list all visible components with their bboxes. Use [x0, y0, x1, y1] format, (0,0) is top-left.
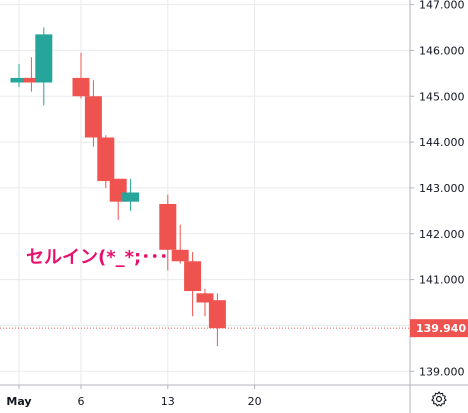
y-tick-label: 142.000 — [419, 228, 465, 241]
annotation-text: セルイン(*_*;･･･ — [26, 247, 168, 268]
x-tick-label: May — [6, 395, 31, 408]
candle-body — [84, 96, 102, 138]
candle[interactable] — [22, 57, 40, 92]
candles[interactable] — [10, 27, 226, 347]
last-price-label: 139.940 — [416, 322, 466, 335]
candle-body — [22, 77, 40, 83]
candle-body — [35, 34, 53, 83]
y-tick-label: 146.000 — [419, 44, 465, 57]
candle[interactable] — [159, 194, 177, 271]
candle-body — [184, 261, 202, 292]
y-tick-label: 144.000 — [419, 136, 465, 149]
candle[interactable] — [10, 64, 28, 88]
candle-body — [72, 77, 90, 97]
candle[interactable] — [97, 135, 115, 188]
y-tick-label: 139.000 — [419, 365, 465, 378]
candle-body — [122, 192, 140, 202]
x-tick-label: 6 — [78, 395, 85, 408]
y-tick-label: 141.000 — [419, 274, 465, 287]
candle-body — [10, 77, 28, 83]
y-tick-label: 147.000 — [419, 0, 465, 12]
candle-body — [97, 137, 115, 182]
y-tick-label: 143.000 — [419, 182, 465, 195]
x-tick-label: 20 — [248, 395, 262, 408]
x-tick-label: 13 — [161, 395, 175, 408]
candle-body — [196, 293, 214, 303]
last-price-tag — [410, 319, 468, 338]
candle[interactable] — [84, 80, 102, 147]
candle[interactable] — [208, 293, 226, 347]
candle[interactable] — [72, 52, 90, 99]
settings-icon[interactable] — [428, 388, 450, 410]
candle[interactable] — [35, 27, 53, 106]
candle-body — [208, 300, 226, 329]
gear-icon — [431, 391, 447, 407]
grid — [0, 0, 410, 385]
candle[interactable] — [171, 224, 189, 264]
y-tick-label: 145.000 — [419, 90, 465, 103]
candle-body — [159, 203, 177, 250]
candle-body — [171, 249, 189, 262]
candle[interactable] — [196, 288, 214, 317]
candle[interactable] — [122, 178, 140, 211]
candle[interactable] — [184, 252, 202, 317]
